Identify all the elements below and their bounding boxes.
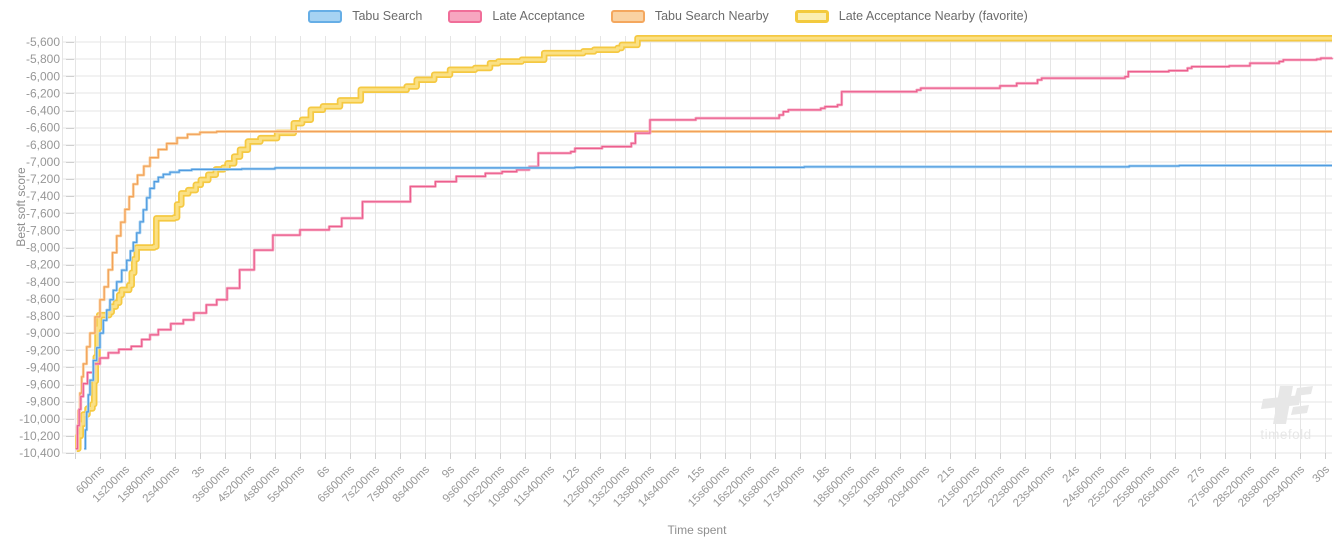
legend-swatch-late-acceptance-nearby bbox=[794, 9, 829, 23]
y-tick-label: -7,800 bbox=[26, 223, 60, 237]
timefold-watermark: timefold bbox=[1260, 386, 1313, 442]
x-tick-label: 30s bbox=[1311, 463, 1333, 485]
legend-item-tabu-search-nearby[interactable]: Tabu Search Nearby bbox=[610, 9, 769, 23]
y-tick-label: -6,800 bbox=[26, 138, 60, 152]
legend-label: Late Acceptance bbox=[492, 9, 585, 23]
y-tick-label: -10,400 bbox=[19, 446, 60, 460]
legend-item-late-acceptance-nearby-favorite[interactable]: Late Acceptance Nearby (favorite) bbox=[794, 9, 1028, 23]
legend-label: Late Acceptance Nearby (favorite) bbox=[838, 9, 1028, 23]
y-tick-label: -9,400 bbox=[26, 360, 60, 374]
y-tick-label: -9,000 bbox=[26, 326, 60, 340]
y-tick-label: -6,400 bbox=[26, 104, 60, 118]
legend-label: Tabu Search Nearby bbox=[654, 9, 769, 23]
y-tick-label: -7,000 bbox=[26, 155, 60, 169]
legend-swatch-tabu-search-nearby bbox=[610, 9, 645, 23]
x-tick-label: 9s bbox=[440, 463, 457, 480]
y-tick-label: -8,400 bbox=[26, 275, 60, 289]
y-tick-labels: -5,600 -5,800 -6,000 -6,200 -6,400 -6,600 -6,8… bbox=[19, 35, 60, 460]
series-outline-late-acceptance bbox=[75, 56, 1334, 451]
y-tick-label: -8,000 bbox=[26, 241, 60, 255]
y-tick-label: -5,800 bbox=[26, 52, 60, 66]
x-tick-label: 3s bbox=[190, 463, 207, 480]
y-tick-label: -5,600 bbox=[26, 35, 60, 49]
y-tick-label: -9,200 bbox=[26, 343, 60, 357]
y-tick-label: -8,600 bbox=[26, 292, 60, 306]
y-tick-label: -6,200 bbox=[26, 86, 60, 100]
series-outline-tabu-search bbox=[84, 164, 1332, 451]
legend-item-late-acceptance[interactable]: Late Acceptance bbox=[448, 9, 585, 23]
series-line-tabu-search[interactable] bbox=[84, 164, 1332, 450]
x-tick-label: 6s bbox=[315, 463, 332, 480]
series-line-tabu-search-nearby[interactable] bbox=[75, 130, 1332, 450]
series-line-late-acceptance-nearby-favorite[interactable] bbox=[76, 36, 1332, 451]
chart-legend: Tabu Search Late Acceptance Tabu Search … bbox=[0, 7, 1336, 25]
y-tick-label: -9,600 bbox=[26, 378, 60, 392]
legend-label: Tabu Search bbox=[352, 9, 423, 23]
y-tick-label: -8,800 bbox=[26, 309, 60, 323]
y-tick-label: -7,600 bbox=[26, 206, 60, 220]
grid-lines bbox=[62, 36, 1332, 454]
x-axis-title: Time spent bbox=[667, 523, 727, 537]
axis-ticks bbox=[66, 42, 1326, 459]
y-tick-label: -8,200 bbox=[26, 258, 60, 272]
y-tick-label: -7,400 bbox=[26, 189, 60, 203]
legend-item-tabu-search[interactable]: Tabu Search bbox=[308, 9, 422, 23]
series-outline-late-acceptance-nearby-favorite bbox=[75, 34, 1332, 452]
y-tick-label: -10,200 bbox=[19, 429, 60, 443]
series-lines bbox=[75, 34, 1334, 452]
y-tick-label: -7,200 bbox=[26, 172, 60, 186]
y-tick-label: -9,800 bbox=[26, 395, 60, 409]
series-line-late-acceptance[interactable] bbox=[75, 57, 1333, 450]
legend-swatch-tabu-search bbox=[308, 9, 343, 23]
watermark-text: timefold bbox=[1260, 427, 1311, 442]
y-tick-label: -10,000 bbox=[19, 412, 60, 426]
legend-swatch-late-acceptance bbox=[448, 9, 483, 23]
y-tick-label: -6,000 bbox=[26, 69, 60, 83]
y-tick-label: -6,600 bbox=[26, 121, 60, 135]
